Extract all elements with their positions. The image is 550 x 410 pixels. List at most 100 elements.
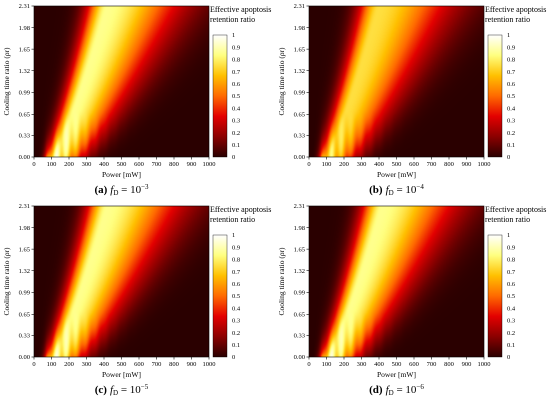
colorbar-tick-label: 0.1 <box>232 142 240 149</box>
colorbar-tick-label: 0.5 <box>232 93 240 100</box>
colorbar-tick-label: 0.8 <box>232 57 240 64</box>
heatmap-image <box>309 6 484 157</box>
y-tick-label: 1.98 <box>19 225 30 232</box>
colorbar-tick-label: 0.1 <box>507 142 515 149</box>
colorbar-tick-label: 0.9 <box>232 44 240 51</box>
colorbar-tick-label: 0.4 <box>232 305 241 312</box>
y-tick-label: 0.99 <box>19 89 30 96</box>
colorbar-title-line1: Effective apoptosis <box>210 5 271 14</box>
y-tick-label: 2.31 <box>294 3 305 10</box>
colorbar-tick-label: 0.8 <box>507 257 515 264</box>
y-tick-label: 0.65 <box>294 312 305 319</box>
colorbar-tick-label: 0.9 <box>507 44 515 51</box>
x-tick-label: 500 <box>392 361 402 368</box>
x-axis-label: Power [mW] <box>377 170 416 179</box>
colorbar-tick-label: 0.3 <box>232 118 240 125</box>
colorbar-tick-label: 0.3 <box>507 118 515 125</box>
x-tick-label: 700 <box>427 361 437 368</box>
heatmap-image <box>34 6 209 157</box>
colorbar-tick-label: 0.7 <box>507 69 516 76</box>
x-tick-label: 400 <box>99 161 109 168</box>
y-tick-label: 0.65 <box>19 112 30 119</box>
y-tick-label: 0.99 <box>19 289 30 296</box>
colorbar-tick-label: 0.7 <box>232 69 241 76</box>
colorbar-tick-label: 0.9 <box>507 244 515 251</box>
colorbar-tick-label: 0.9 <box>232 244 240 251</box>
chart-panel-3: 0 100 200 300 400 500 600 700 800 900 1000 0.00 0.33… <box>2 203 271 397</box>
y-tick-label: 0.00 <box>294 154 305 161</box>
x-tick-label: 700 <box>152 361 162 368</box>
x-tick-label: 200 <box>64 361 74 368</box>
x-tick-label: 300 <box>357 161 367 168</box>
x-tick-label: 0 <box>307 161 310 168</box>
y-tick-label: 0.33 <box>294 333 305 340</box>
colorbar-tick-label: 1 <box>232 232 235 239</box>
x-tick-label: 200 <box>64 161 74 168</box>
x-tick-label: 700 <box>152 161 162 168</box>
x-tick-label: 100 <box>322 161 332 168</box>
x-tick-label: 600 <box>409 161 419 168</box>
colorbar-title-line1: Effective apoptosis <box>485 5 546 14</box>
y-tick-label: 1.32 <box>294 68 305 75</box>
colorbar <box>212 234 228 358</box>
y-tick-label: 1.65 <box>294 246 305 253</box>
colorbar-tick-label: 0 <box>232 154 235 161</box>
y-tick-label: 2.31 <box>19 203 30 210</box>
colorbar-tick-label: 1 <box>507 232 510 239</box>
x-tick-label: 1000 <box>478 161 491 168</box>
y-axis-label: Cooling time ratio (ρr) <box>2 47 11 116</box>
x-tick-label: 300 <box>82 161 92 168</box>
y-tick-label: 1.98 <box>294 225 305 232</box>
x-tick-label: 0 <box>32 361 35 368</box>
y-tick-label: 2.31 <box>294 203 305 210</box>
panel-caption: (b) fD = 10−4 <box>369 183 424 197</box>
x-tick-label: 800 <box>169 361 179 368</box>
x-tick-label: 900 <box>462 161 472 168</box>
colorbar-tick-label: 0.2 <box>232 330 240 337</box>
colorbar-tick-label: 0.2 <box>507 330 515 337</box>
x-tick-label: 400 <box>374 361 384 368</box>
x-tick-label: 500 <box>117 361 127 368</box>
y-tick-label: 1.98 <box>294 25 305 32</box>
x-tick-label: 300 <box>357 361 367 368</box>
colorbar <box>487 34 503 158</box>
heatmap-image <box>309 206 484 357</box>
colorbar <box>212 34 228 158</box>
y-axis-label: Cooling time ratio (ρr) <box>277 247 286 316</box>
colorbar-title-line2: retention ratio <box>210 215 255 224</box>
colorbar-tick-label: 0 <box>507 154 510 161</box>
x-tick-label: 200 <box>339 161 349 168</box>
y-tick-label: 1.32 <box>19 68 30 75</box>
y-tick-label: 0.33 <box>294 133 305 140</box>
colorbar-tick-label: 0.8 <box>507 57 515 64</box>
x-axis-label: Power [mW] <box>377 370 416 379</box>
colorbar-tick-label: 0.5 <box>507 293 515 300</box>
colorbar-tick-label: 0.2 <box>232 130 240 137</box>
panel-caption: (a) fD = 10−3 <box>94 183 149 197</box>
x-tick-label: 600 <box>134 361 144 368</box>
colorbar-tick-label: 0.7 <box>507 269 516 276</box>
x-tick-label: 800 <box>169 161 179 168</box>
colorbar-title-line1: Effective apoptosis <box>210 205 271 214</box>
y-tick-label: 2.31 <box>19 3 30 10</box>
x-tick-label: 900 <box>462 361 472 368</box>
colorbar-tick-label: 1 <box>232 32 235 39</box>
chart-panel-4: 0 100 200 300 400 500 600 700 800 900 1000 0.00 0.33… <box>277 203 546 397</box>
x-tick-label: 0 <box>32 161 35 168</box>
y-tick-label: 1.65 <box>294 46 305 53</box>
colorbar-tick-label: 0.1 <box>232 342 240 349</box>
x-tick-label: 200 <box>339 361 349 368</box>
x-tick-label: 1000 <box>203 161 216 168</box>
x-tick-label: 900 <box>187 161 197 168</box>
x-tick-label: 600 <box>409 361 419 368</box>
chart-panel-1: 0 100 200 300 400 500 600 700 800 900 1000 0.00 0.33… <box>2 3 271 197</box>
colorbar-tick-label: 0.5 <box>232 293 240 300</box>
y-tick-label: 0.00 <box>19 154 30 161</box>
x-tick-label: 100 <box>47 161 57 168</box>
colorbar-tick-label: 0.7 <box>232 269 241 276</box>
colorbar-tick-label: 0.4 <box>507 305 516 312</box>
panel-caption: (c) fD = 10−5 <box>95 383 149 397</box>
y-tick-label: 1.65 <box>19 246 30 253</box>
colorbar-tick-label: 0.8 <box>232 257 240 264</box>
